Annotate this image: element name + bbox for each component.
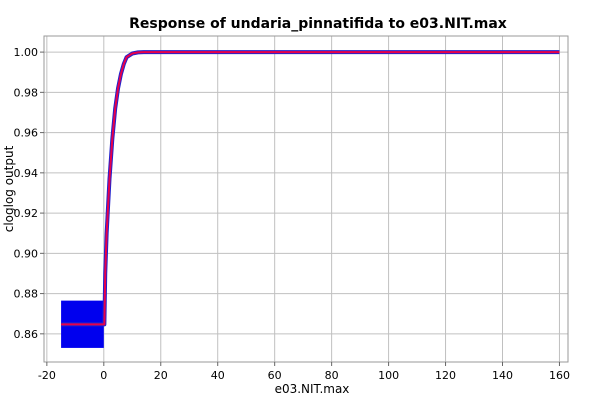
y-tick-label: 1.00 [14,46,39,59]
x-axis-label: e03.NIT.max [275,382,350,396]
y-tick-label: 0.92 [14,207,39,220]
x-axis: -20 0 20 40 60 80 100 120 140 160 [38,362,570,382]
y-tick-label: 0.96 [14,127,39,140]
y-tick-label: 0.94 [14,167,39,180]
data-marks [61,50,560,348]
y-axis-label: cloglog output [2,145,16,232]
series-line [61,51,560,326]
y-tick-label: 0.86 [14,328,39,341]
x-tick-label: 100 [378,369,399,382]
x-tick-label: 0 [100,369,107,382]
y-tick-label: 0.88 [14,288,39,301]
y-tick-label: 0.90 [14,247,39,260]
y-axis: 0.86 0.88 0.90 0.92 0.94 0.96 0.98 1.00 [14,46,44,341]
x-tick-label: 160 [549,369,570,382]
plot-frame [43,35,569,363]
plot-background [44,36,568,362]
x-tick-label: 140 [492,369,513,382]
x-tick-label: 20 [154,369,168,382]
chart-title: Response of undaria_pinnatifida to e03.N… [129,16,507,32]
grid [44,36,568,362]
y-tick-label: 0.98 [14,86,39,99]
x-tick-label: 40 [211,369,225,382]
x-tick-label: 60 [268,369,282,382]
x-tick-label: -20 [38,369,56,382]
x-tick-label: 80 [325,369,339,382]
plot-area [43,35,569,363]
x-tick-label: 120 [435,369,456,382]
